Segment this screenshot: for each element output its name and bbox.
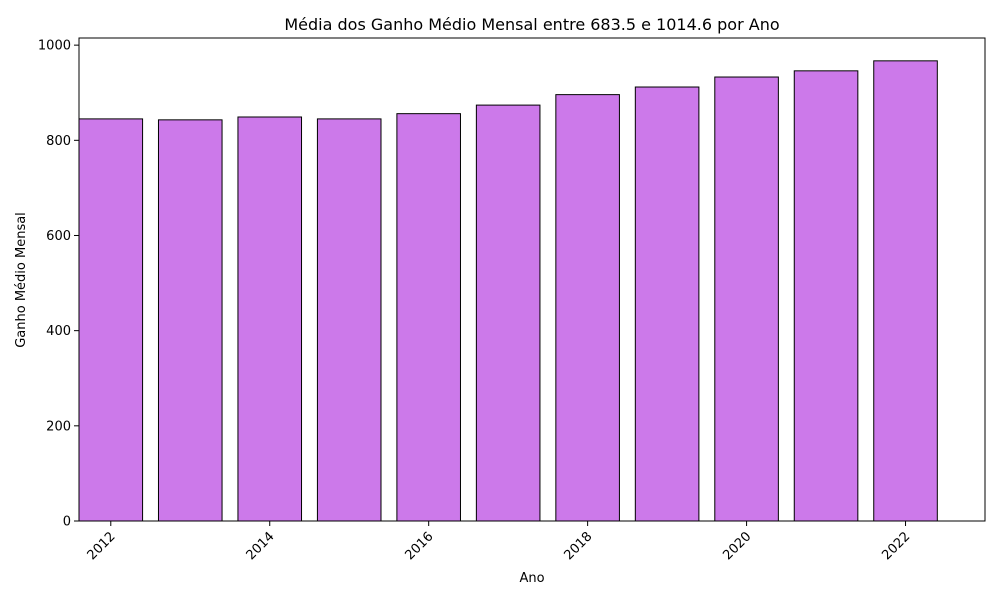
bar-2019 <box>634 86 700 522</box>
x-tick-label: 2014 <box>244 529 278 563</box>
bar-2012 <box>78 118 144 522</box>
x-tick-label: 2012 <box>85 529 119 563</box>
bar-2017 <box>475 104 541 522</box>
chart-title: Média dos Ganho Médio Mensal entre 683.5… <box>284 15 779 34</box>
bar-2021 <box>793 70 859 522</box>
bars-group <box>78 60 938 522</box>
bar-2014 <box>237 116 303 522</box>
y-tick-label: 1000 <box>38 39 71 54</box>
y-tick-label: 0 <box>63 515 71 530</box>
x-axis-label: Ano <box>519 571 544 586</box>
y-tick-label: 400 <box>46 324 71 339</box>
y-tick-label: 200 <box>46 419 71 434</box>
x-tick-label: 2018 <box>561 529 595 563</box>
bar-2022 <box>873 60 938 522</box>
x-tick-label: 2022 <box>879 529 913 563</box>
x-axis-ticks: 2012 2014 2016 2018 2020 2022 <box>85 521 913 563</box>
bar-2018 <box>555 94 620 522</box>
x-tick-label: 2020 <box>720 529 754 563</box>
bar-2015 <box>316 118 382 522</box>
y-axis-label: Ganho Médio Mensal <box>14 212 29 348</box>
bar-2013 <box>157 119 223 522</box>
y-tick-label: 600 <box>46 229 71 244</box>
x-tick-label: 2016 <box>403 529 437 563</box>
y-tick-label: 800 <box>46 134 71 149</box>
plot-area-frame <box>78 37 986 522</box>
bar-2020 <box>714 76 779 522</box>
y-axis-ticks: 0 200 400 600 800 1000 <box>38 39 79 530</box>
bar-2016 <box>396 113 461 522</box>
